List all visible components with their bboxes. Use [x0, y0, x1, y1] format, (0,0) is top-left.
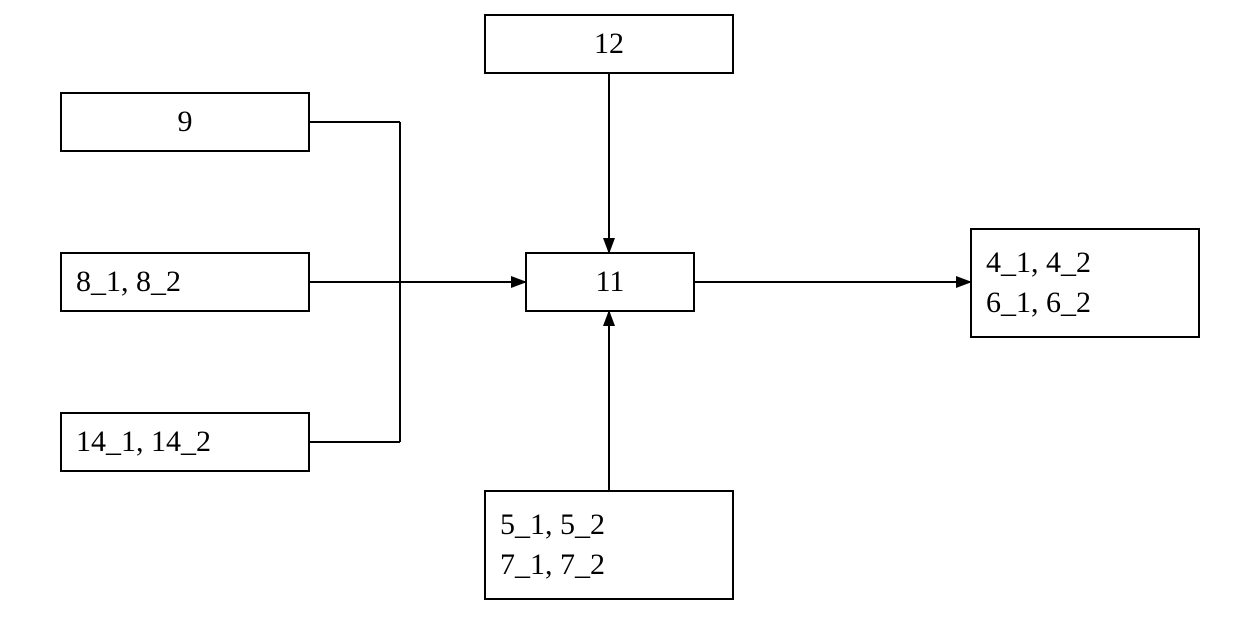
node-4-6: 4_1, 4_26_1, 6_2 [970, 228, 1200, 338]
node-n11-line-0: 11 [596, 262, 625, 303]
node-n4_6-line-1: 6_1, 6_2 [986, 283, 1091, 324]
node-11: 11 [525, 252, 695, 312]
node-n12-line-0: 12 [594, 24, 624, 65]
node-14: 14_1, 14_2 [60, 412, 310, 472]
node-n9-line-0: 9 [178, 102, 193, 143]
node-8: 8_1, 8_2 [60, 252, 310, 312]
node-n4_6-line-0: 4_1, 4_2 [986, 243, 1091, 284]
node-9: 9 [60, 92, 310, 152]
node-n5_7-line-0: 5_1, 5_2 [500, 505, 605, 546]
diagram-canvas: 9 8_1, 8_2 14_1, 14_2 12 11 5_1, 5_27_1,… [0, 0, 1239, 644]
node-n8-line-0: 8_1, 8_2 [76, 262, 181, 303]
node-n14-line-0: 14_1, 14_2 [76, 422, 211, 463]
node-5-7: 5_1, 5_27_1, 7_2 [484, 490, 734, 600]
node-n5_7-line-1: 7_1, 7_2 [500, 545, 605, 586]
node-12: 12 [484, 14, 734, 74]
